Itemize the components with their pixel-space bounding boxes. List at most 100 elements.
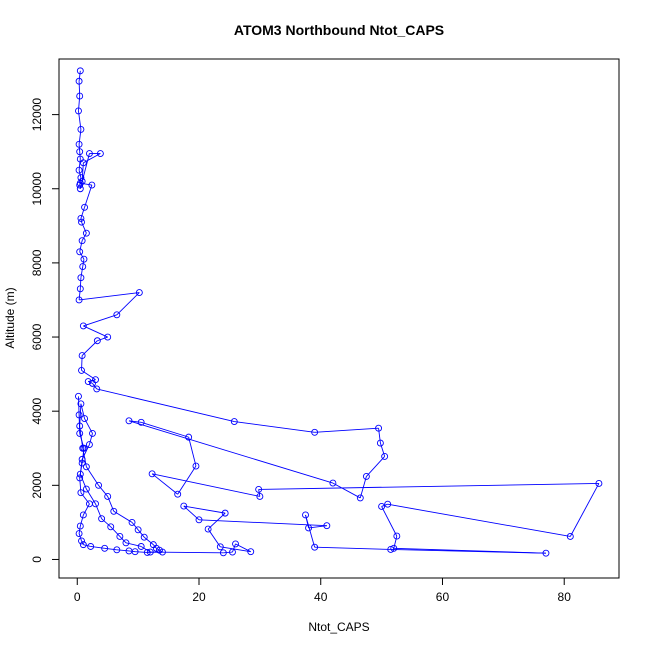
series-line-segment [113, 510, 133, 523]
data-point [89, 429, 96, 437]
x-axis-label: Ntot_CAPS [308, 620, 369, 634]
series-line-segment [98, 485, 109, 497]
series-line-segment [79, 477, 82, 493]
data-point [221, 509, 229, 517]
y-tick-label: 8000 [30, 249, 44, 276]
data-point [75, 166, 83, 174]
series-line-segment [381, 506, 398, 537]
series-line-segment [151, 473, 178, 495]
data-point [76, 67, 84, 75]
series-line-segment [177, 465, 197, 495]
series-line-segment [332, 482, 361, 499]
series-line-segment [79, 277, 82, 289]
data-point [116, 533, 124, 540]
series-line-segment [78, 288, 81, 301]
data-point [75, 530, 83, 537]
series-line-segment [83, 325, 108, 338]
series-line-segment [131, 522, 139, 531]
data-point [76, 248, 84, 256]
series-line-segment [140, 546, 151, 553]
data-point [82, 229, 90, 237]
data-point [125, 547, 133, 555]
data-point [85, 441, 93, 448]
series-line-segment [387, 503, 571, 537]
data-point [82, 485, 90, 493]
data-point [216, 543, 224, 551]
data-point [174, 490, 182, 498]
data-point [78, 352, 86, 360]
data-point [95, 481, 103, 489]
data-point [125, 417, 133, 425]
series-line-segment [78, 129, 82, 145]
data-point [229, 548, 236, 556]
series-line-segment [78, 170, 82, 178]
data-point [98, 515, 106, 523]
data-point [542, 549, 550, 557]
data-point [381, 452, 389, 460]
series-line-segment [379, 442, 386, 457]
series-line-segment [78, 533, 82, 542]
series-line-segment [86, 466, 99, 486]
data-point [104, 333, 112, 341]
series-line-segment [393, 536, 398, 549]
series-line-segment [110, 526, 121, 537]
data-point [378, 503, 386, 510]
series-line-segment [79, 240, 83, 252]
series-line-segment [78, 70, 81, 82]
data-point [101, 544, 109, 552]
series-line-segment [314, 427, 379, 433]
y-tick-label: 4000 [30, 398, 44, 425]
series-line-segment [82, 259, 85, 267]
data-point [78, 177, 86, 185]
data-point [311, 543, 319, 551]
data-point [77, 274, 85, 282]
series-line-segment [137, 529, 145, 538]
y-tick-label: 2000 [30, 472, 44, 499]
y-tick-label: 6000 [30, 323, 44, 350]
series-line-segment [81, 233, 87, 241]
data-point [87, 543, 95, 550]
x-tick-label: 60 [436, 590, 450, 604]
series-line-segment [80, 207, 85, 219]
data-point [113, 546, 121, 554]
data-point [78, 537, 85, 545]
data-point [75, 392, 82, 400]
series-line-segment [79, 251, 85, 260]
data-point [93, 385, 101, 393]
data-point [204, 525, 212, 533]
x-tick-label: 0 [74, 590, 81, 604]
series-line-segment [80, 266, 84, 278]
series-line-segment [390, 549, 546, 554]
data-point [96, 150, 104, 157]
series-line-segment [92, 383, 98, 390]
data-point [77, 400, 85, 408]
data-point [81, 415, 89, 423]
series-line-segment [79, 151, 81, 160]
x-tick-label: 80 [558, 590, 572, 604]
series-line-segment [220, 546, 251, 553]
series-line-segment [378, 428, 381, 444]
series-line-segment [79, 514, 84, 527]
data-point [255, 485, 263, 493]
series-line-segment [141, 421, 189, 438]
data-point [75, 296, 83, 304]
series-line-segment [207, 512, 226, 530]
y-tick-label: 10000 [30, 172, 44, 206]
data-point [387, 546, 395, 553]
data-point [80, 255, 88, 263]
series-line-segment [314, 546, 391, 550]
data-point [78, 366, 85, 374]
data-point [75, 107, 82, 115]
data-point [384, 500, 392, 508]
data-point [311, 428, 319, 436]
series-line-segment [79, 403, 82, 427]
series-line-segment [234, 421, 315, 433]
data-point [78, 455, 86, 463]
y-tick-label: 0 [30, 556, 44, 563]
x-tick-label: 40 [314, 590, 328, 604]
data-point [76, 179, 84, 187]
data-point [77, 489, 85, 497]
series-line-segment [116, 549, 130, 552]
